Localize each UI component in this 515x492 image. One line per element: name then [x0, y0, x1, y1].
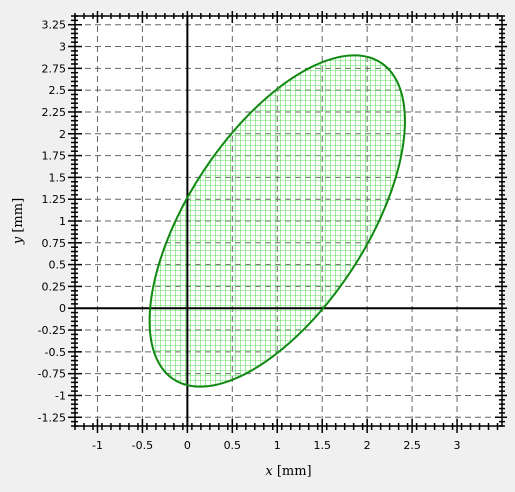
y-axis-unit: [mm] — [11, 198, 26, 237]
x-tick-label: 1.5 — [313, 439, 331, 452]
x-tick-label: -1 — [92, 439, 103, 452]
x-axis-title: x [mm] — [265, 464, 311, 479]
zero-axes — [75, 16, 502, 426]
x-tick-labels: -1 -0.5 0 0.5 1 1.5 2 2.5 3 — [92, 439, 461, 452]
y-tick-label: 2.5 — [49, 84, 67, 97]
x-tick-label: 0 — [184, 439, 191, 452]
x-tick-label: 2 — [364, 439, 371, 452]
y-axis-title: y [mm] — [11, 198, 26, 245]
tick-marks — [68, 11, 507, 433]
x-tick-label: 2.5 — [403, 439, 421, 452]
x-tick-label: 3 — [454, 439, 461, 452]
x-axis-variable: x — [265, 464, 273, 479]
ellipse-outline — [148, 54, 406, 388]
y-tick-label: -0.75 — [38, 368, 66, 381]
x-axis-unit: [mm] — [273, 464, 312, 479]
y-tick-label: 3 — [59, 41, 66, 54]
y-tick-labels: -1.25 -1 -0.75 -0.5 -0.25 0 0.25 0.5 0.75 1 1.25 1.… — [38, 19, 66, 425]
y-tick-label: -1.25 — [38, 411, 66, 424]
y-tick-label: -0.5 — [45, 346, 66, 359]
y-tick-label: 1.5 — [49, 171, 67, 184]
y-axis-variable: y — [11, 236, 26, 245]
y-tick-label: 0 — [59, 302, 66, 315]
y-tick-label: 0.75 — [42, 237, 67, 250]
y-tick-label: -1 — [55, 389, 66, 402]
y-tick-label: 3.25 — [42, 19, 67, 32]
y-tick-label: 1.25 — [42, 193, 67, 206]
ellipse-fill — [149, 55, 405, 387]
y-tick-label: 2 — [59, 128, 66, 141]
y-tick-label: 1.75 — [42, 150, 67, 163]
x-tick-label: 1 — [274, 439, 281, 452]
x-tick-label: -0.5 — [132, 439, 153, 452]
y-tick-label: 0.5 — [49, 259, 67, 272]
y-tick-label: -0.25 — [38, 324, 66, 337]
x-tick-label: 0.5 — [224, 439, 242, 452]
y-tick-label: 2.25 — [42, 106, 67, 119]
y-tick-label: 2.75 — [42, 62, 67, 75]
y-tick-label: 0.25 — [42, 280, 67, 293]
y-tick-label: 1 — [59, 215, 66, 228]
